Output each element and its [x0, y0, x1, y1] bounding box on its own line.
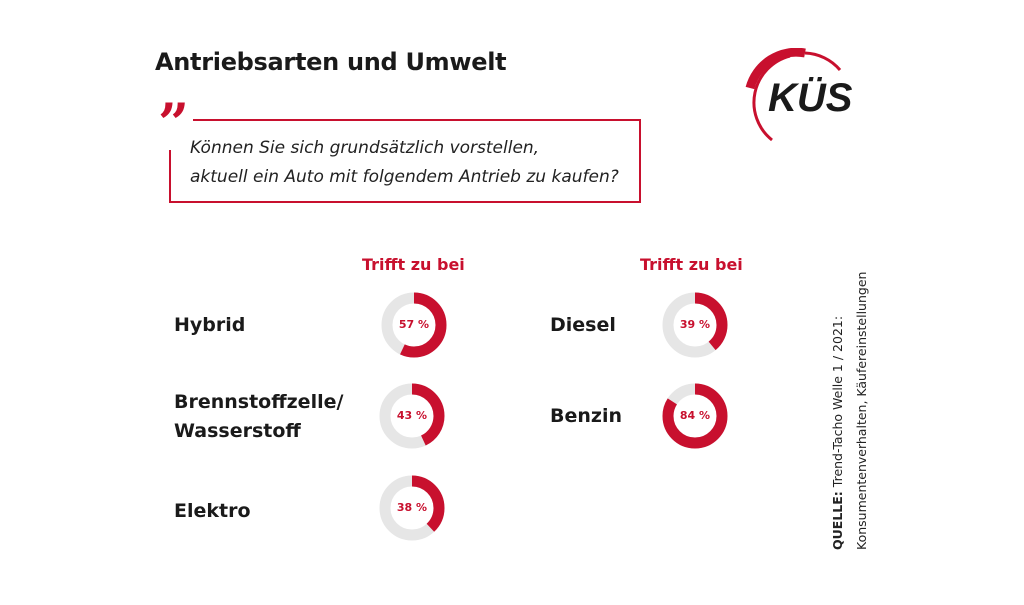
donut-hybrid [381, 292, 447, 358]
label-line-1: Brennstoffzelle/ [174, 391, 344, 413]
donut-value-label: 43 % [396, 409, 428, 422]
question-line-2: aktuell ein Auto mit folgendem Antrieb z… [190, 167, 619, 187]
quote-icon: ” [154, 96, 194, 150]
donut-arc [662, 383, 728, 449]
donut-elektro [379, 475, 445, 541]
column-header-left: Trifft zu bei [362, 255, 465, 274]
donut-brennstoffzelle [379, 383, 445, 449]
donut-value-label: 38 % [396, 501, 428, 514]
donut-value-label: 57 % [398, 318, 430, 331]
donut-value-label: 84 % [679, 409, 711, 422]
label-line-2: Wasserstoff [174, 420, 301, 442]
label-benzin: Benzin [550, 405, 622, 427]
donut-diesel [662, 292, 728, 358]
label-diesel: Diesel [550, 314, 616, 336]
label-elektro: Elektro [174, 500, 251, 522]
donut-arc [379, 475, 445, 541]
source-label: QUELLE: [830, 491, 845, 550]
question-box [169, 119, 641, 203]
page-title: Antriebsarten und Umwelt [155, 48, 507, 76]
label-hybrid: Hybrid [174, 314, 246, 336]
donut-arc [379, 383, 445, 449]
donut-benzin [662, 383, 728, 449]
source-line-1: Trend-Tacho Welle 1 / 2021: [830, 315, 845, 488]
donut-arc [662, 292, 728, 358]
label-brennstoffzelle: Brennstoffzelle/ Wasserstoff [174, 388, 343, 446]
svg-text:KÜS: KÜS [768, 75, 853, 120]
source-note: QUELLE: Trend-Tacho Welle 1 / 2021: Kons… [826, 260, 874, 550]
question-line-1: Können Sie sich grundsätzlich vorstellen… [190, 138, 540, 158]
source-line-2: Konsumentenverhalten, Käufereinstellunge… [854, 271, 869, 550]
column-header-right: Trifft zu bei [640, 255, 743, 274]
kues-logo: KÜS [745, 48, 853, 142]
donut-arc [381, 292, 447, 358]
donut-value-label: 39 % [679, 318, 711, 331]
